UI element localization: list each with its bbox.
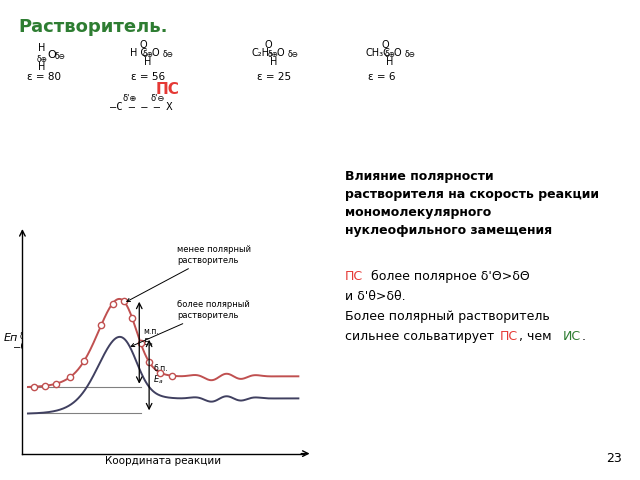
- Text: O: O: [264, 40, 272, 50]
- Text: менее полярный
растворитель: менее полярный растворитель: [127, 245, 252, 301]
- Text: δ⊕: δ⊕: [143, 50, 154, 59]
- Text: H: H: [38, 43, 45, 53]
- Text: 23: 23: [606, 452, 622, 465]
- Text: δ'⊖: δ'⊖: [151, 94, 165, 103]
- Text: O: O: [276, 48, 284, 58]
- Text: δ⊖: δ⊖: [54, 52, 65, 61]
- Text: H: H: [144, 57, 152, 67]
- Text: C₂H₅: C₂H₅: [252, 48, 274, 58]
- Text: O: O: [151, 48, 159, 58]
- Text: и δ'θ>δθ.: и δ'θ>δθ.: [345, 290, 406, 303]
- Text: , чем: , чем: [519, 330, 556, 343]
- Text: O: O: [381, 40, 389, 50]
- Text: δ⊖: δ⊖: [163, 50, 174, 59]
- Text: ε = 56: ε = 56: [131, 72, 165, 82]
- Text: ИС: ИС: [22, 354, 42, 367]
- Text: H C: H C: [130, 48, 147, 58]
- Text: —C—X: —C—X: [14, 342, 39, 352]
- Text: H: H: [38, 62, 45, 72]
- Text: H: H: [270, 57, 278, 67]
- Text: ε = 6: ε = 6: [368, 72, 396, 82]
- Text: —C — — — X: —C — — — X: [110, 102, 173, 112]
- Text: δ⊕: δ⊕: [268, 50, 279, 59]
- Text: .: .: [582, 330, 586, 343]
- Text: $E_a$: $E_a$: [154, 373, 164, 386]
- Text: δ⊕: δ⊕: [385, 50, 396, 59]
- Text: ε = 25: ε = 25: [257, 72, 291, 82]
- X-axis label: Координата реакции: Координата реакции: [105, 456, 221, 467]
- Text: более полярное δ'Θ>δΘ: более полярное δ'Θ>δΘ: [367, 270, 530, 283]
- Text: O: O: [47, 50, 56, 60]
- Text: O: O: [393, 48, 401, 58]
- Text: ПС: ПС: [500, 330, 518, 343]
- Text: б.п.: б.п.: [154, 364, 168, 373]
- Text: более полярный
растворитель: более полярный растворитель: [131, 300, 250, 347]
- Text: ПС: ПС: [156, 82, 180, 97]
- Text: ПС: ПС: [345, 270, 363, 283]
- Text: $E_a^{м.п.}$ > $E_a^{б.п.}$: $E_a^{м.п.}$ > $E_a^{б.п.}$: [210, 360, 282, 380]
- Text: δ'⊕: δ'⊕: [123, 94, 137, 103]
- Y-axis label: Eп: Eп: [4, 333, 19, 343]
- Text: δ⊖: δ⊖: [288, 50, 299, 59]
- Text: ИС: ИС: [563, 330, 581, 343]
- Text: сильнее сольватирует: сильнее сольватирует: [345, 330, 499, 343]
- Text: δ⊕: δ⊕: [36, 55, 47, 64]
- Text: $E_a$: $E_a$: [143, 336, 154, 349]
- Text: δ⊖: δ⊖: [405, 50, 416, 59]
- Text: δ⊕  δ⊖: δ⊕ δ⊖: [20, 332, 47, 341]
- Text: ε = 80: ε = 80: [27, 72, 61, 82]
- Text: H: H: [387, 57, 394, 67]
- Text: м.п.: м.п.: [143, 327, 159, 336]
- Text: Влияние полярности
растворителя на скорость реакции
мономолекулярного
нуклеофиль: Влияние полярности растворителя на скоро…: [345, 170, 599, 237]
- Text: CH₃C: CH₃C: [365, 48, 390, 58]
- Text: O: O: [139, 40, 147, 50]
- Text: Растворитель.: Растворитель.: [18, 18, 168, 36]
- Text: Более полярный растворитель: Более полярный растворитель: [345, 310, 550, 323]
